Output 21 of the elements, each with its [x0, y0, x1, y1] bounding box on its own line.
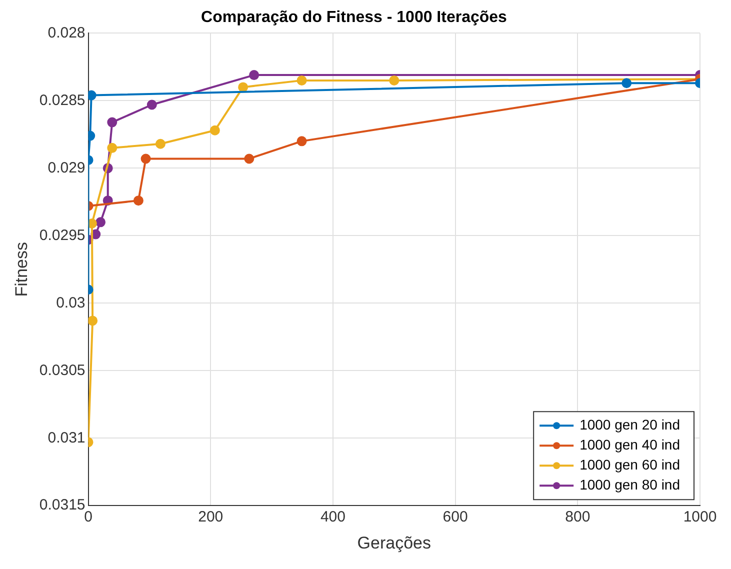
y-tick-label: 0.028	[48, 24, 86, 42]
y-tick-label: 0.0285	[39, 92, 86, 109]
x-tick-label: 0	[84, 508, 92, 526]
legend-label: 1000 gen 20 ind	[580, 416, 680, 432]
legend-label: 1000 gen 40 ind	[580, 436, 680, 452]
y-tick-label: 0.0315	[39, 496, 86, 514]
y-tick-label: 0.031	[48, 429, 86, 446]
x-tick-label: 200	[198, 508, 224, 526]
legend-label: 1000 gen 60 ind	[580, 456, 680, 472]
x-tick-label: 400	[320, 508, 346, 526]
x-tick-label: 600	[442, 508, 468, 526]
x-tick-label: 1000	[683, 508, 717, 526]
y-tick-label: 0.03	[56, 294, 86, 312]
y-tick-label: 0.029	[48, 159, 86, 176]
x-tick-label: 800	[565, 508, 590, 526]
chart-title: Comparação do Fitness - 1000 Iterações	[201, 9, 508, 26]
y-tick-label: 0.0305	[39, 362, 86, 379]
y-axis-title: Fitness	[12, 242, 31, 297]
legend-label: 1000 gen 80 ind	[580, 476, 680, 492]
y-tick-label: 0.0295	[39, 226, 86, 244]
x-axis-title: Gerações	[357, 533, 431, 552]
